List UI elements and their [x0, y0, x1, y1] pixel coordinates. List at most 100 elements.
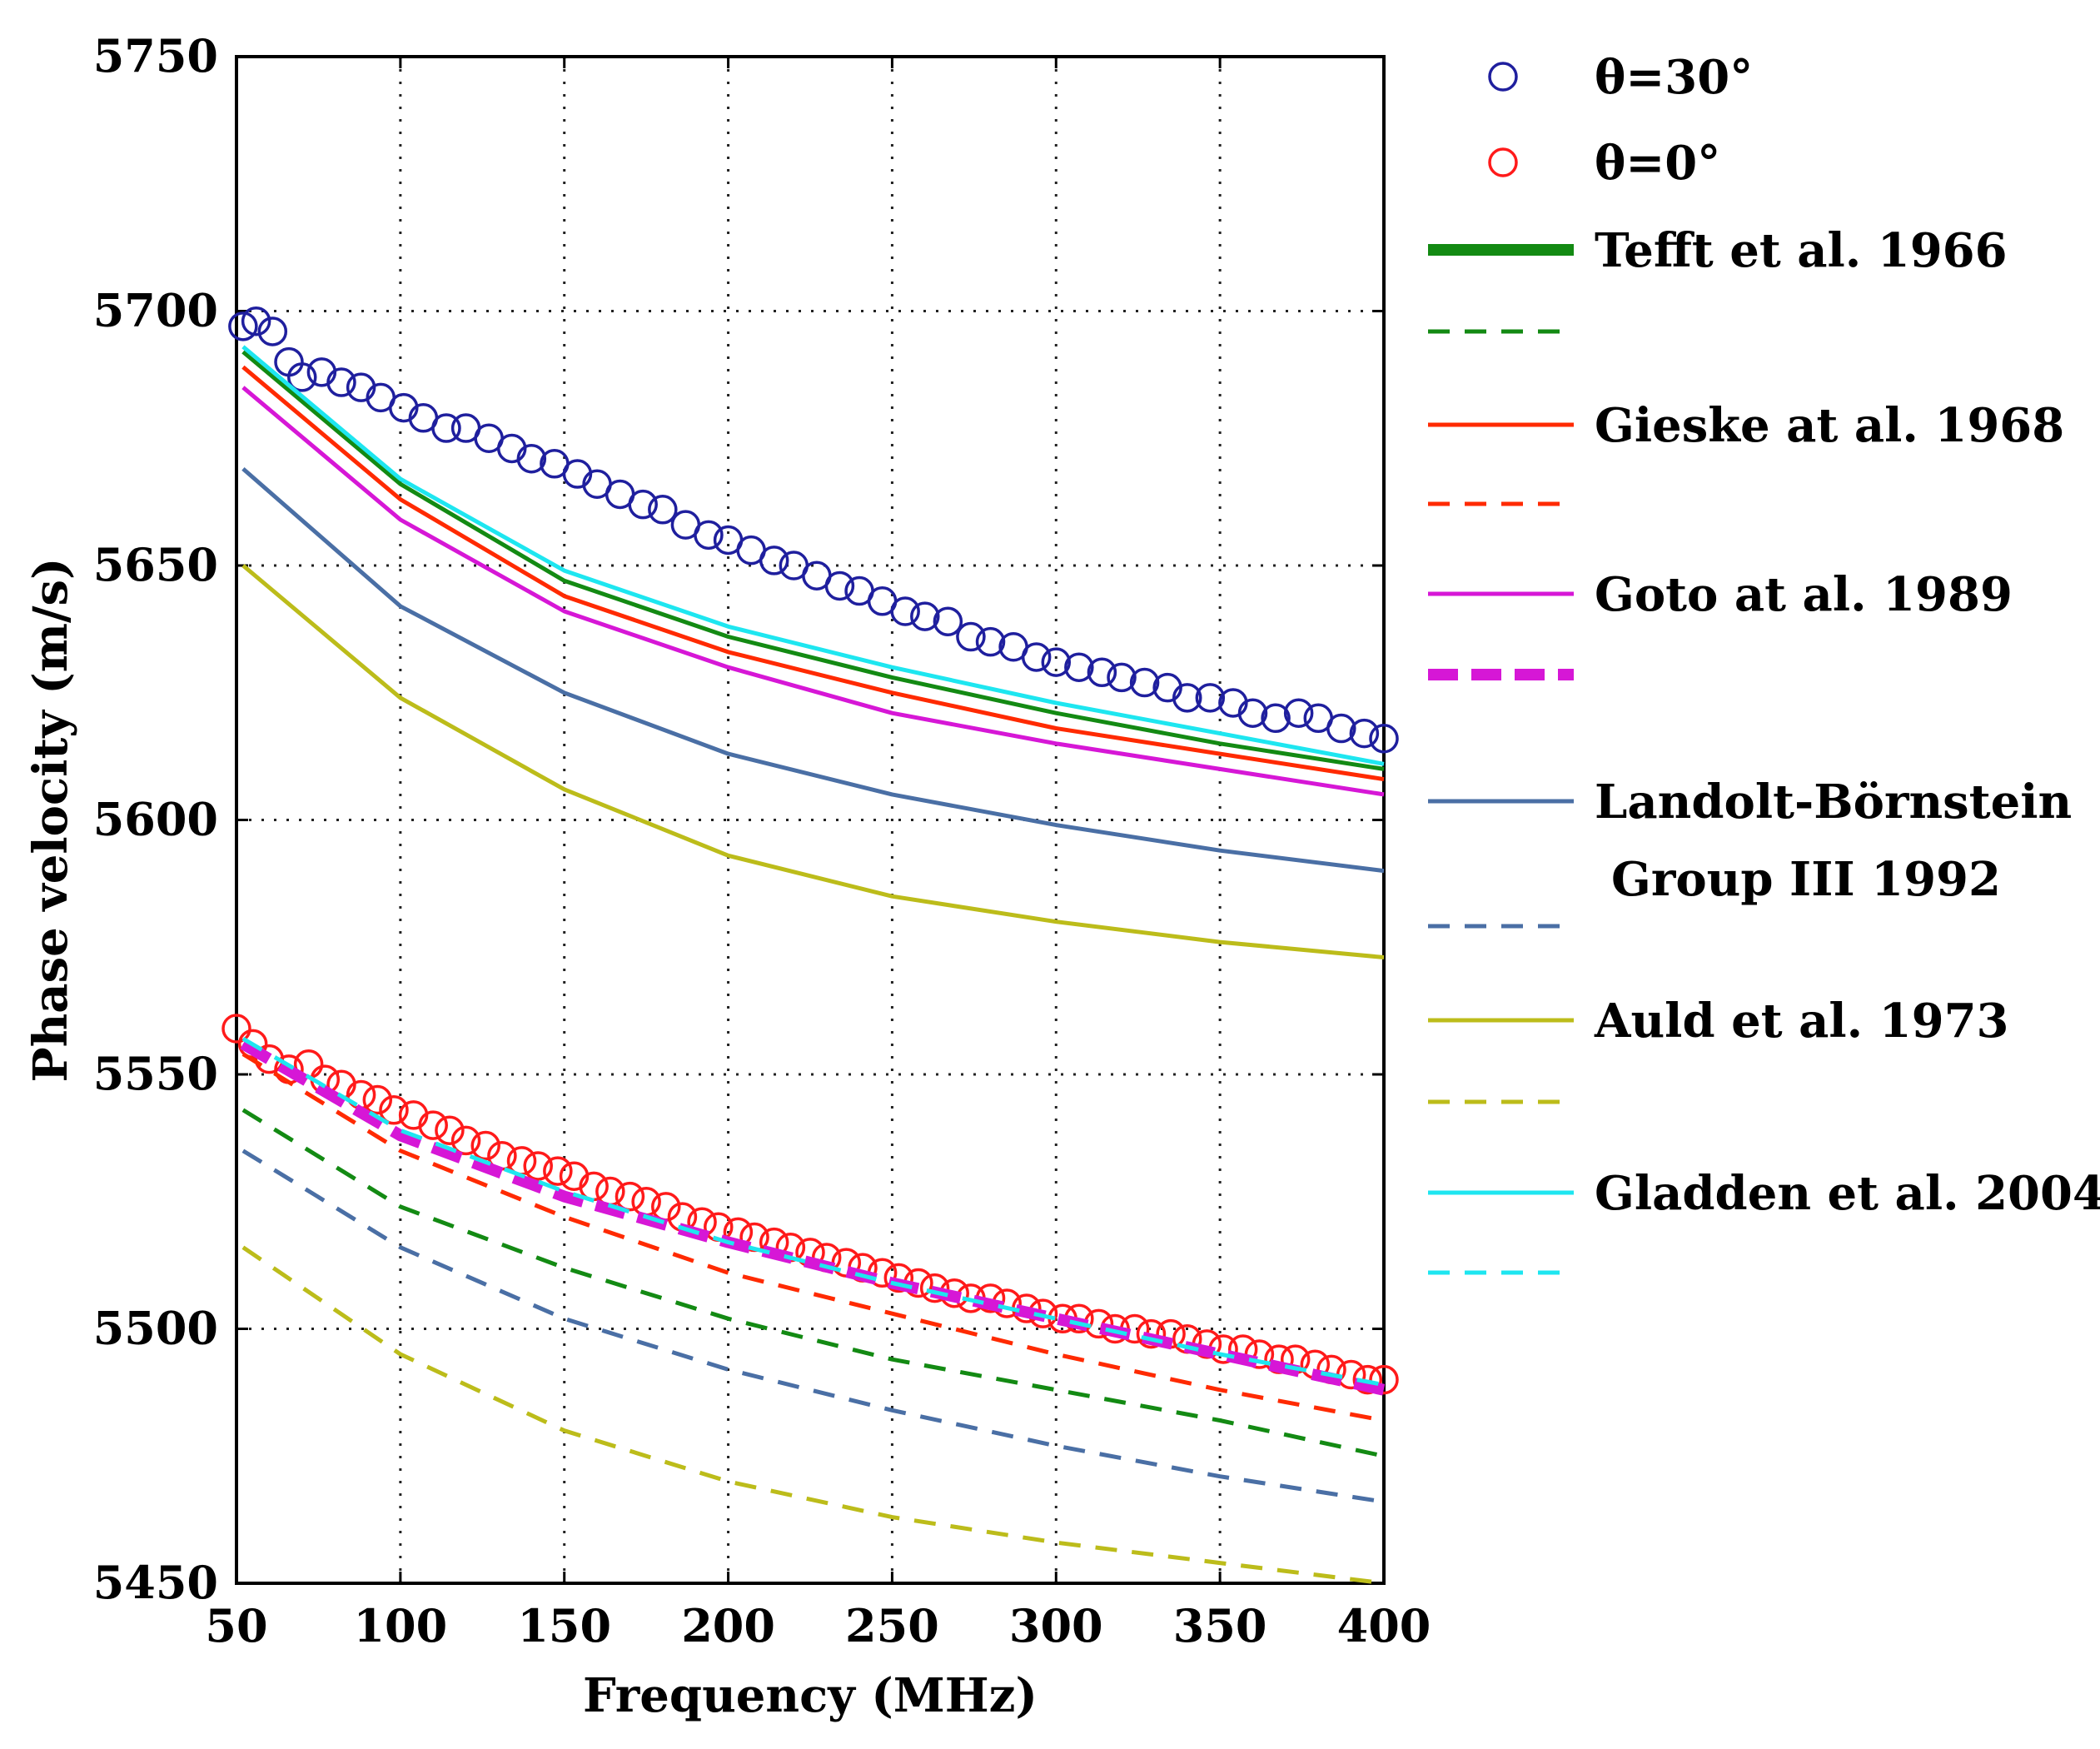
x-tick-label: 100	[353, 1599, 447, 1652]
legend-item-8: Landolt-Börnstein Group III 1992	[1428, 775, 2072, 907]
series-3	[241, 1108, 1385, 1458]
data-point	[543, 1156, 573, 1186]
series-line	[241, 386, 1385, 797]
series-2	[241, 350, 1385, 771]
data-point	[1021, 642, 1052, 672]
x-axis-tick-labels: 50 100 150 200 250 300 350 400	[205, 1599, 1431, 1652]
data-point	[1064, 652, 1094, 682]
series-line	[241, 350, 1385, 771]
y-tick-label: 5600	[93, 793, 218, 846]
data-point	[919, 1273, 950, 1303]
legend-label: Auld et al. 1973	[1594, 994, 2009, 1049]
y-axis-title: Phase velocity (m/s)	[23, 557, 78, 1082]
data-point	[933, 606, 963, 636]
data-point	[418, 1110, 448, 1140]
y-tick-label: 5650	[93, 538, 218, 591]
data-point	[435, 1115, 465, 1145]
data-point	[431, 413, 461, 443]
series-4	[241, 365, 1385, 782]
series-line	[241, 345, 1385, 766]
legend-item-10: Auld et al. 1973	[1428, 994, 2009, 1049]
data-point	[1172, 683, 1202, 713]
legend-marker	[1488, 62, 1518, 92]
series-line	[241, 1052, 1385, 1423]
series-line	[241, 1037, 1385, 1388]
legend-item-1: θ=0°	[1488, 136, 1720, 191]
data-point	[221, 1014, 251, 1044]
data-point	[1352, 1364, 1383, 1395]
x-tick-label: 400	[1337, 1599, 1431, 1652]
data-point	[694, 520, 724, 551]
data-point	[759, 546, 789, 576]
legend-label-line2: Group III 1992	[1611, 852, 2001, 907]
data-point	[326, 367, 356, 397]
series-line	[240, 1039, 1386, 1396]
series-line	[241, 467, 1385, 874]
data-point	[890, 596, 920, 626]
legend-item-6: Goto at al. 1989	[1428, 567, 2013, 622]
data-point	[615, 1181, 645, 1212]
legend: θ=30° θ=0° Tefft et al. 1966 Gieske at al. …	[1428, 50, 2100, 1275]
data-point	[648, 495, 678, 525]
data-point	[975, 626, 1006, 657]
data-point	[470, 1130, 500, 1161]
legend-label: Gladden et al. 2004	[1595, 1166, 2100, 1221]
y-axis-tick-labels: 5450 5500 5550 5600 5650 5700 5750	[93, 29, 218, 1609]
legend-label: θ=0°	[1595, 136, 1720, 191]
legend-label: Landolt-Börnstein	[1595, 775, 2072, 830]
data-point	[1349, 718, 1380, 749]
data-point	[1369, 723, 1399, 754]
legend-marker	[1488, 147, 1518, 177]
series-6	[241, 386, 1385, 797]
data-point	[516, 443, 547, 474]
data-point	[241, 306, 271, 336]
series-11	[241, 1245, 1385, 1586]
data-point	[1136, 1318, 1167, 1349]
series-9	[241, 1149, 1385, 1504]
data-point	[1087, 657, 1117, 688]
data-point	[1369, 1364, 1399, 1395]
axis-ticks	[235, 55, 1386, 1585]
data-point	[257, 316, 288, 346]
series-10	[241, 564, 1385, 959]
y-tick-label: 5500	[93, 1302, 218, 1355]
data-point	[523, 1151, 553, 1181]
data-point	[237, 1029, 268, 1059]
y-tick-label: 5550	[93, 1047, 218, 1100]
legend-item-12: Gladden et al. 2004	[1428, 1166, 2100, 1221]
data-point	[883, 1263, 914, 1293]
data-point	[824, 571, 855, 601]
x-axis-title: Frequency (MHz)	[583, 1668, 1038, 1723]
x-tick-label: 350	[1173, 1599, 1267, 1652]
legend-label: Gieske at al. 1968	[1595, 398, 2064, 453]
data-point	[379, 1095, 409, 1125]
series-line	[241, 564, 1385, 959]
x-tick-label: 150	[517, 1599, 611, 1652]
legend-item-2: Tefft et al. 1966	[1428, 223, 2008, 278]
data-point	[956, 621, 986, 652]
data-point	[910, 601, 940, 631]
data-point	[1326, 713, 1356, 744]
legend-item-0: θ=30°	[1488, 50, 1753, 105]
legend-label: θ=30°	[1595, 50, 1753, 105]
grid	[236, 57, 1384, 1583]
data-point	[1041, 647, 1072, 677]
data-point	[450, 1125, 481, 1156]
series-line	[241, 1108, 1385, 1458]
legend-label: Goto at al. 1989	[1595, 567, 2013, 622]
y-tick-label: 5750	[93, 29, 218, 82]
x-tick-label: 50	[205, 1599, 267, 1652]
y-tick-label: 5450	[93, 1556, 218, 1609]
data-point	[362, 1084, 393, 1115]
data-point	[1237, 698, 1268, 728]
series-line	[241, 1245, 1385, 1586]
data-point	[1129, 667, 1160, 698]
data-point	[1261, 703, 1291, 734]
series-12	[241, 345, 1385, 766]
legend-label: Tefft et al. 1966	[1595, 223, 2008, 278]
data-point	[1195, 683, 1226, 713]
y-tick-label: 5700	[93, 284, 218, 337]
legend-item-4: Gieske at al. 1968	[1428, 398, 2064, 453]
series-13	[241, 1037, 1385, 1388]
